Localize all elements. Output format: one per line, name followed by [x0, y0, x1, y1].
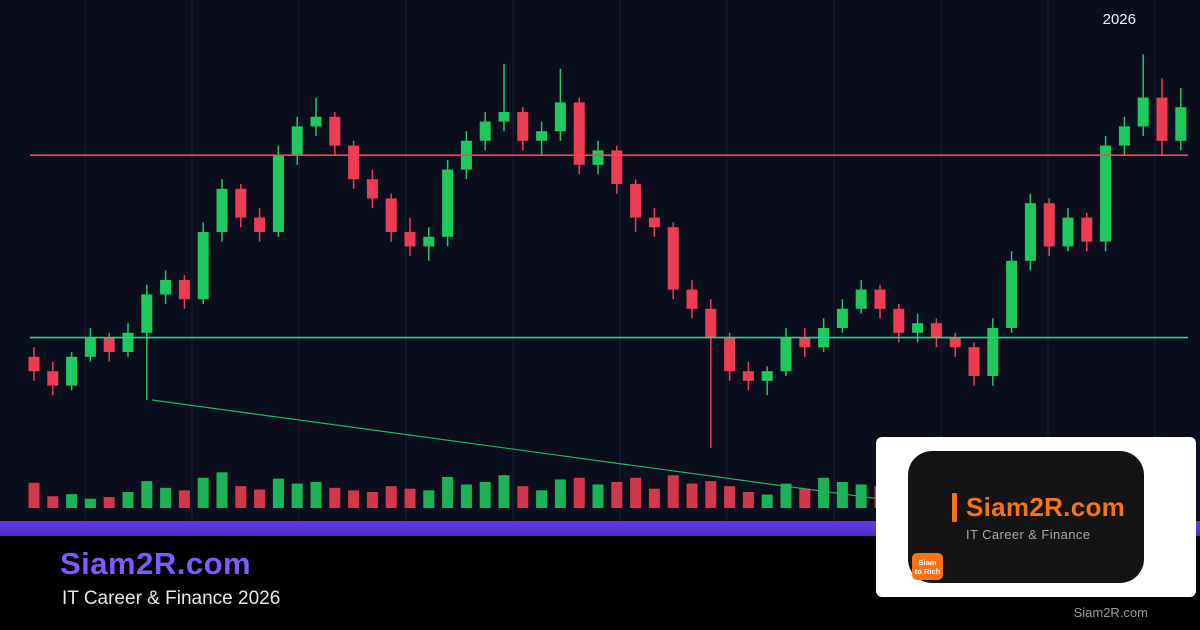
- watermark-text: Siam2R.com: [1073, 605, 1148, 620]
- logo-tagline: IT Career & Finance: [966, 527, 1091, 542]
- footer-brand: Siam2R.com: [60, 546, 252, 581]
- logo-brand: Siam2R.com: [966, 492, 1126, 522]
- logo-accent-bar-icon: [952, 493, 957, 522]
- logo-dark-panel: Siam2R.com IT Career & Finance: [908, 451, 1144, 583]
- logo-card: Siam2R.com IT Career & Finance Siam to R…: [876, 437, 1196, 597]
- logo-content: Siam2R.com IT Career & Finance: [952, 492, 1125, 542]
- badge-line-2: to Rich: [914, 566, 941, 576]
- badge-line-1: Siam: [918, 557, 937, 567]
- siam-to-rich-badge-icon: Siam to Rich: [912, 553, 943, 580]
- year-label: 2026: [1102, 11, 1136, 28]
- footer-tagline: IT Career & Finance 2026: [62, 588, 281, 609]
